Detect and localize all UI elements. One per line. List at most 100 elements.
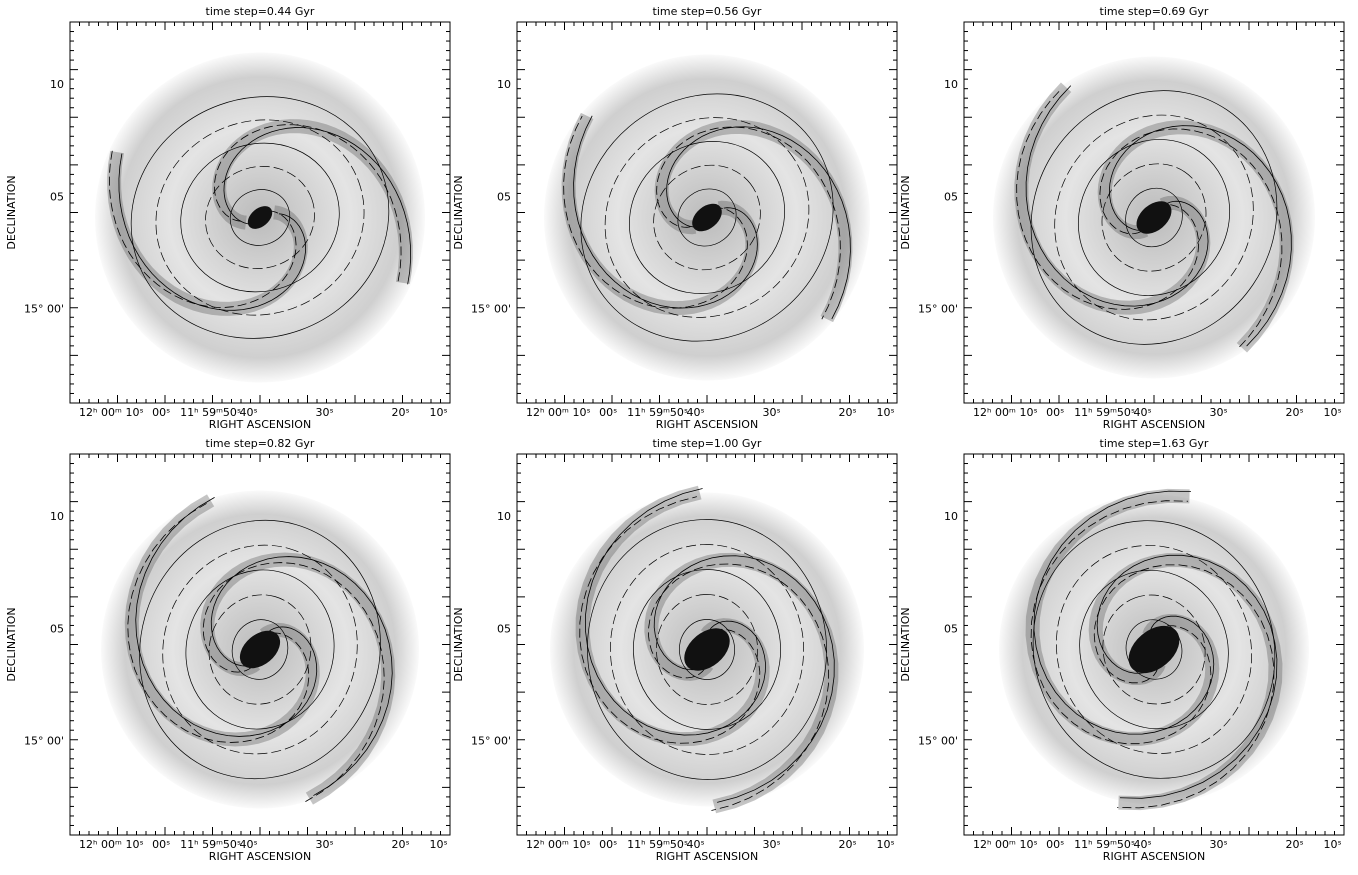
x-tick-label: 11ʰ 59ᵐ50ˢ [180, 838, 241, 851]
y-tick-label: 05 [50, 622, 64, 635]
x-tick-label: 30ˢ [1210, 838, 1228, 851]
y-tick-label: 15° 00' [24, 735, 64, 748]
contour-ring [1079, 569, 1229, 730]
contour [648, 563, 829, 811]
x-tick-label: 40ˢ [687, 406, 705, 419]
x-tick-label: 20ˢ [392, 838, 410, 851]
contour-ring [656, 594, 758, 705]
y-tick-label: 15° 00' [918, 735, 958, 748]
y-axis-label: DECLINATION [5, 607, 18, 681]
panel-title: time step=0.69 Gyr [1100, 5, 1209, 18]
x-tick-label: 00ˢ [599, 838, 617, 851]
panel: time step=1.00 Gyr 12ʰ 00ᵐ 10ˢ 00ˢ 11ʰ 59ᵐ50… [452, 437, 898, 863]
x-tick-label: 20ˢ [1286, 838, 1304, 851]
x-tick-label: 10ˢ [573, 838, 591, 851]
panel: time step=0.56 Gyr 12ʰ 00ᵐ 10ˢ 00ˢ 11ʰ 59ᵐ50… [452, 5, 898, 431]
panel-title: time step=1.00 Gyr [653, 437, 762, 450]
contour-ring [1125, 619, 1183, 680]
y-tick-label: 05 [50, 190, 64, 203]
contour-ring [205, 166, 315, 269]
x-axis-label: RIGHT ASCENSION [656, 850, 758, 863]
contour [127, 503, 310, 743]
x-tick-label: 00ˢ [1046, 406, 1064, 419]
y-axis-label: DECLINATION [452, 607, 465, 681]
x-tick-label: 10ˢ [430, 838, 448, 851]
contour-ring [1102, 594, 1206, 705]
y-tick-label: 10 [944, 510, 958, 523]
x-tick-label: 10ˢ [430, 406, 448, 419]
x-tick-label: 30ˢ [1210, 406, 1228, 419]
x-tick-label: 10ˢ [573, 406, 591, 419]
contour [573, 115, 758, 309]
contour-ring [1125, 187, 1183, 248]
contour-ring [229, 189, 291, 246]
x-tick-label: 12ʰ 00ᵐ [973, 838, 1016, 851]
contour-ring [653, 164, 761, 271]
contour [213, 124, 402, 282]
x-tick-label: 40ˢ [240, 406, 258, 419]
x-tick-label: 10ˢ [877, 838, 895, 851]
spiral-arm [1088, 553, 1283, 811]
spiral-arm [212, 119, 413, 284]
x-tick-label: 20ˢ [1286, 406, 1304, 419]
y-axis-label: DECLINATION [899, 607, 912, 681]
panel-title: time step=0.56 Gyr [653, 5, 762, 18]
spiral-arm [575, 485, 770, 747]
bulge [247, 206, 273, 229]
contour [202, 562, 385, 802]
x-tick-label: 30ˢ [763, 406, 781, 419]
y-tick-label: 05 [497, 622, 511, 635]
contour-ring [139, 519, 381, 780]
contour [1033, 490, 1215, 735]
spiral-arm [644, 552, 839, 814]
x-tick-label: 12ʰ 00ᵐ [526, 838, 569, 851]
x-tick-label: 40ˢ [240, 838, 258, 851]
bulge [1136, 201, 1172, 234]
x-tick-label: 40ˢ [1134, 406, 1152, 419]
x-tick-label: 20ˢ [392, 406, 410, 419]
x-tick-label: 11ʰ 59ᵐ50ˢ [180, 406, 241, 419]
spiral-arm [561, 112, 760, 316]
x-tick-label: 10ˢ [1020, 838, 1038, 851]
contour [579, 496, 761, 744]
contour [1108, 125, 1292, 347]
x-axis-label: RIGHT ASCENSION [209, 418, 311, 431]
panel: time step=0.69 Gyr 12ʰ 00ᵐ 10ˢ 00ˢ 11ʰ 59ᵐ50… [899, 5, 1345, 431]
contour-ring [1032, 520, 1276, 779]
x-tick-label: 10ˢ [877, 406, 895, 419]
bulge [1128, 625, 1180, 674]
x-tick-label: 20ˢ [839, 838, 857, 851]
contour [656, 126, 841, 320]
contour-ring [1101, 163, 1207, 272]
contour [210, 556, 393, 796]
y-tick-label: 15° 00' [471, 735, 511, 748]
contour-ring [130, 96, 390, 339]
x-tick-label: 11ʰ 59ᵐ50ˢ [627, 838, 688, 851]
contour-ring [629, 141, 785, 294]
contour-ring [1077, 139, 1231, 296]
contour-ring [155, 119, 365, 316]
contour-ring [633, 569, 781, 730]
contour-ring [208, 594, 312, 705]
contour [108, 150, 297, 308]
contour [223, 127, 412, 285]
contour [1096, 554, 1278, 799]
y-tick-label: 05 [497, 190, 511, 203]
x-tick-label: 10ˢ [126, 406, 144, 419]
contour-ring [587, 519, 827, 780]
spiral-arm [200, 552, 396, 805]
panel: time step=1.63 Gyr 12ʰ 00ᵐ 10ˢ 00ˢ 11ʰ 59ᵐ50… [899, 437, 1345, 863]
contour-ring [231, 619, 289, 680]
x-tick-label: 30ˢ [316, 838, 334, 851]
y-tick-label: 05 [944, 190, 958, 203]
panel: time step=0.44 Gyr 12ʰ 00ᵐ 10ˢ 00ˢ 11ʰ 59ᵐ50… [5, 5, 451, 431]
contour [1025, 85, 1209, 307]
x-tick-label: 40ˢ [1134, 838, 1152, 851]
contour-ring [1054, 114, 1254, 321]
x-tick-label: 30ˢ [763, 838, 781, 851]
x-tick-label: 11ʰ 59ᵐ50ˢ [1074, 406, 1135, 419]
panel-title: time step=0.82 Gyr [206, 437, 315, 450]
bulge [684, 628, 730, 671]
y-tick-label: 10 [497, 78, 511, 91]
